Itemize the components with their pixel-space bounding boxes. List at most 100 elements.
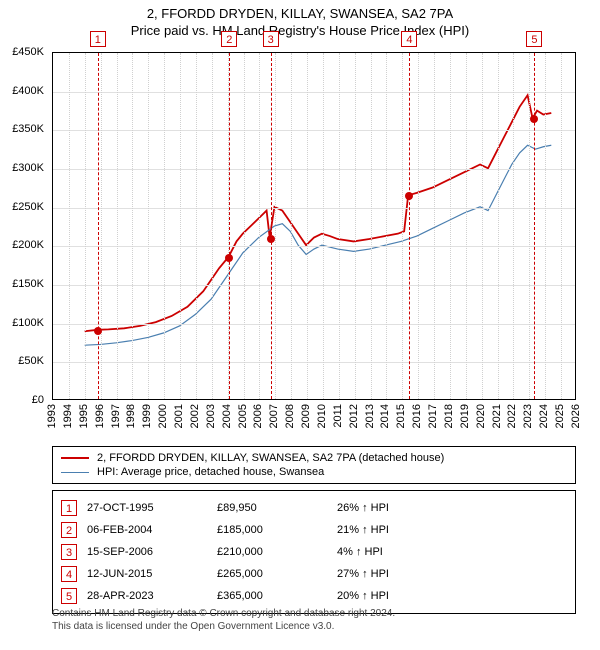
y-axis-labels: £0£50K£100K£150K£200K£250K£300K£350K£400…: [0, 52, 48, 400]
legend-row: HPI: Average price, detached house, Swan…: [61, 465, 567, 479]
x-tick-label: 2025: [554, 404, 566, 428]
gridline-v: [307, 53, 308, 399]
x-tick-label: 2012: [348, 404, 360, 428]
chart-plot-area: 12345: [52, 52, 576, 400]
gridline-v: [85, 53, 86, 399]
gridline-v: [498, 53, 499, 399]
table-row-price: £185,000: [217, 524, 327, 536]
x-tick-label: 2023: [522, 404, 534, 428]
table-row-pct: 26% ↑ HPI: [337, 502, 567, 514]
gridline-v: [402, 53, 403, 399]
gridline-v: [117, 53, 118, 399]
x-tick-label: 2013: [364, 404, 376, 428]
x-tick-label: 2002: [189, 404, 201, 428]
event-marker: 5: [526, 31, 542, 47]
legend-label: 2, FFORDD DRYDEN, KILLAY, SWANSEA, SA2 7…: [97, 452, 444, 464]
x-tick-label: 2017: [427, 404, 439, 428]
gridline-v: [244, 53, 245, 399]
footer: Contains HM Land Registry data © Crown c…: [52, 608, 576, 633]
gridline-v: [180, 53, 181, 399]
x-tick-label: 2021: [491, 404, 503, 428]
event-line: [534, 53, 535, 399]
gridline-v: [339, 53, 340, 399]
x-tick-label: 1993: [46, 404, 58, 428]
x-tick-label: 2001: [173, 404, 185, 428]
table-row-price: £210,000: [217, 546, 327, 558]
x-tick-label: 2007: [268, 404, 280, 428]
x-tick-label: 1997: [110, 404, 122, 428]
gridline-v: [355, 53, 356, 399]
gridline-v: [418, 53, 419, 399]
table-row-date: 12-JUN-2015: [87, 568, 207, 580]
y-tick-label: £150K: [12, 278, 44, 290]
gridline-v: [132, 53, 133, 399]
gridline-v: [371, 53, 372, 399]
y-tick-label: £200K: [12, 239, 44, 251]
event-marker: 3: [263, 31, 279, 47]
x-tick-label: 2011: [332, 404, 344, 428]
gridline-v: [529, 53, 530, 399]
legend-row: 2, FFORDD DRYDEN, KILLAY, SWANSEA, SA2 7…: [61, 451, 567, 465]
event-line: [98, 53, 99, 399]
gridline-v: [164, 53, 165, 399]
table-row-pct: 20% ↑ HPI: [337, 590, 567, 602]
table-row-pct: 21% ↑ HPI: [337, 524, 567, 536]
event-line: [229, 53, 230, 399]
y-tick-label: £350K: [12, 123, 44, 135]
table-row-marker: 1: [61, 500, 77, 516]
sale-point: [225, 254, 233, 262]
x-axis-labels: 1993199419951996199719981999200020012002…: [52, 402, 576, 442]
x-tick-label: 2008: [284, 404, 296, 428]
table-row: 528-APR-2023£365,00020% ↑ HPI: [61, 585, 567, 607]
x-tick-label: 2024: [538, 404, 550, 428]
x-tick-label: 2004: [221, 404, 233, 428]
x-tick-label: 2005: [237, 404, 249, 428]
y-tick-label: £400K: [12, 85, 44, 97]
gridline-v: [101, 53, 102, 399]
footer-line1: Contains HM Land Registry data © Crown c…: [52, 608, 576, 621]
table-row-marker: 5: [61, 588, 77, 604]
gridline-v: [450, 53, 451, 399]
gridline-v: [212, 53, 213, 399]
table-row-pct: 4% ↑ HPI: [337, 546, 567, 558]
gridline-v: [148, 53, 149, 399]
sale-point: [94, 327, 102, 335]
x-tick-label: 2018: [443, 404, 455, 428]
legend: 2, FFORDD DRYDEN, KILLAY, SWANSEA, SA2 7…: [52, 446, 576, 484]
table-row: 206-FEB-2004£185,00021% ↑ HPI: [61, 519, 567, 541]
y-tick-label: £250K: [12, 201, 44, 213]
x-tick-label: 1994: [62, 404, 74, 428]
legend-label: HPI: Average price, detached house, Swan…: [97, 466, 324, 478]
gridline-v: [323, 53, 324, 399]
sales-table: 127-OCT-1995£89,95026% ↑ HPI206-FEB-2004…: [52, 490, 576, 614]
x-tick-label: 1995: [78, 404, 90, 428]
gridline-v: [386, 53, 387, 399]
x-tick-label: 1998: [125, 404, 137, 428]
x-tick-label: 2016: [411, 404, 423, 428]
y-tick-label: £300K: [12, 162, 44, 174]
table-row-date: 27-OCT-1995: [87, 502, 207, 514]
event-line: [271, 53, 272, 399]
x-tick-label: 1999: [141, 404, 153, 428]
event-marker: 1: [90, 31, 106, 47]
table-row: 127-OCT-1995£89,95026% ↑ HPI: [61, 497, 567, 519]
gridline-v: [291, 53, 292, 399]
gridline-v: [482, 53, 483, 399]
gridline-v: [434, 53, 435, 399]
x-tick-label: 2022: [506, 404, 518, 428]
table-row-marker: 4: [61, 566, 77, 582]
table-row-price: £365,000: [217, 590, 327, 602]
table-row-date: 15-SEP-2006: [87, 546, 207, 558]
x-tick-label: 2026: [570, 404, 582, 428]
sale-point: [267, 235, 275, 243]
table-row-price: £265,000: [217, 568, 327, 580]
gridline-v: [69, 53, 70, 399]
title-line1: 2, FFORDD DRYDEN, KILLAY, SWANSEA, SA2 7…: [0, 6, 600, 23]
x-tick-label: 2015: [395, 404, 407, 428]
gridline-v: [545, 53, 546, 399]
table-row-pct: 27% ↑ HPI: [337, 568, 567, 580]
gridline-v: [259, 53, 260, 399]
footer-line2: This data is licensed under the Open Gov…: [52, 621, 576, 634]
y-tick-label: £0: [32, 394, 44, 406]
event-marker: 4: [401, 31, 417, 47]
